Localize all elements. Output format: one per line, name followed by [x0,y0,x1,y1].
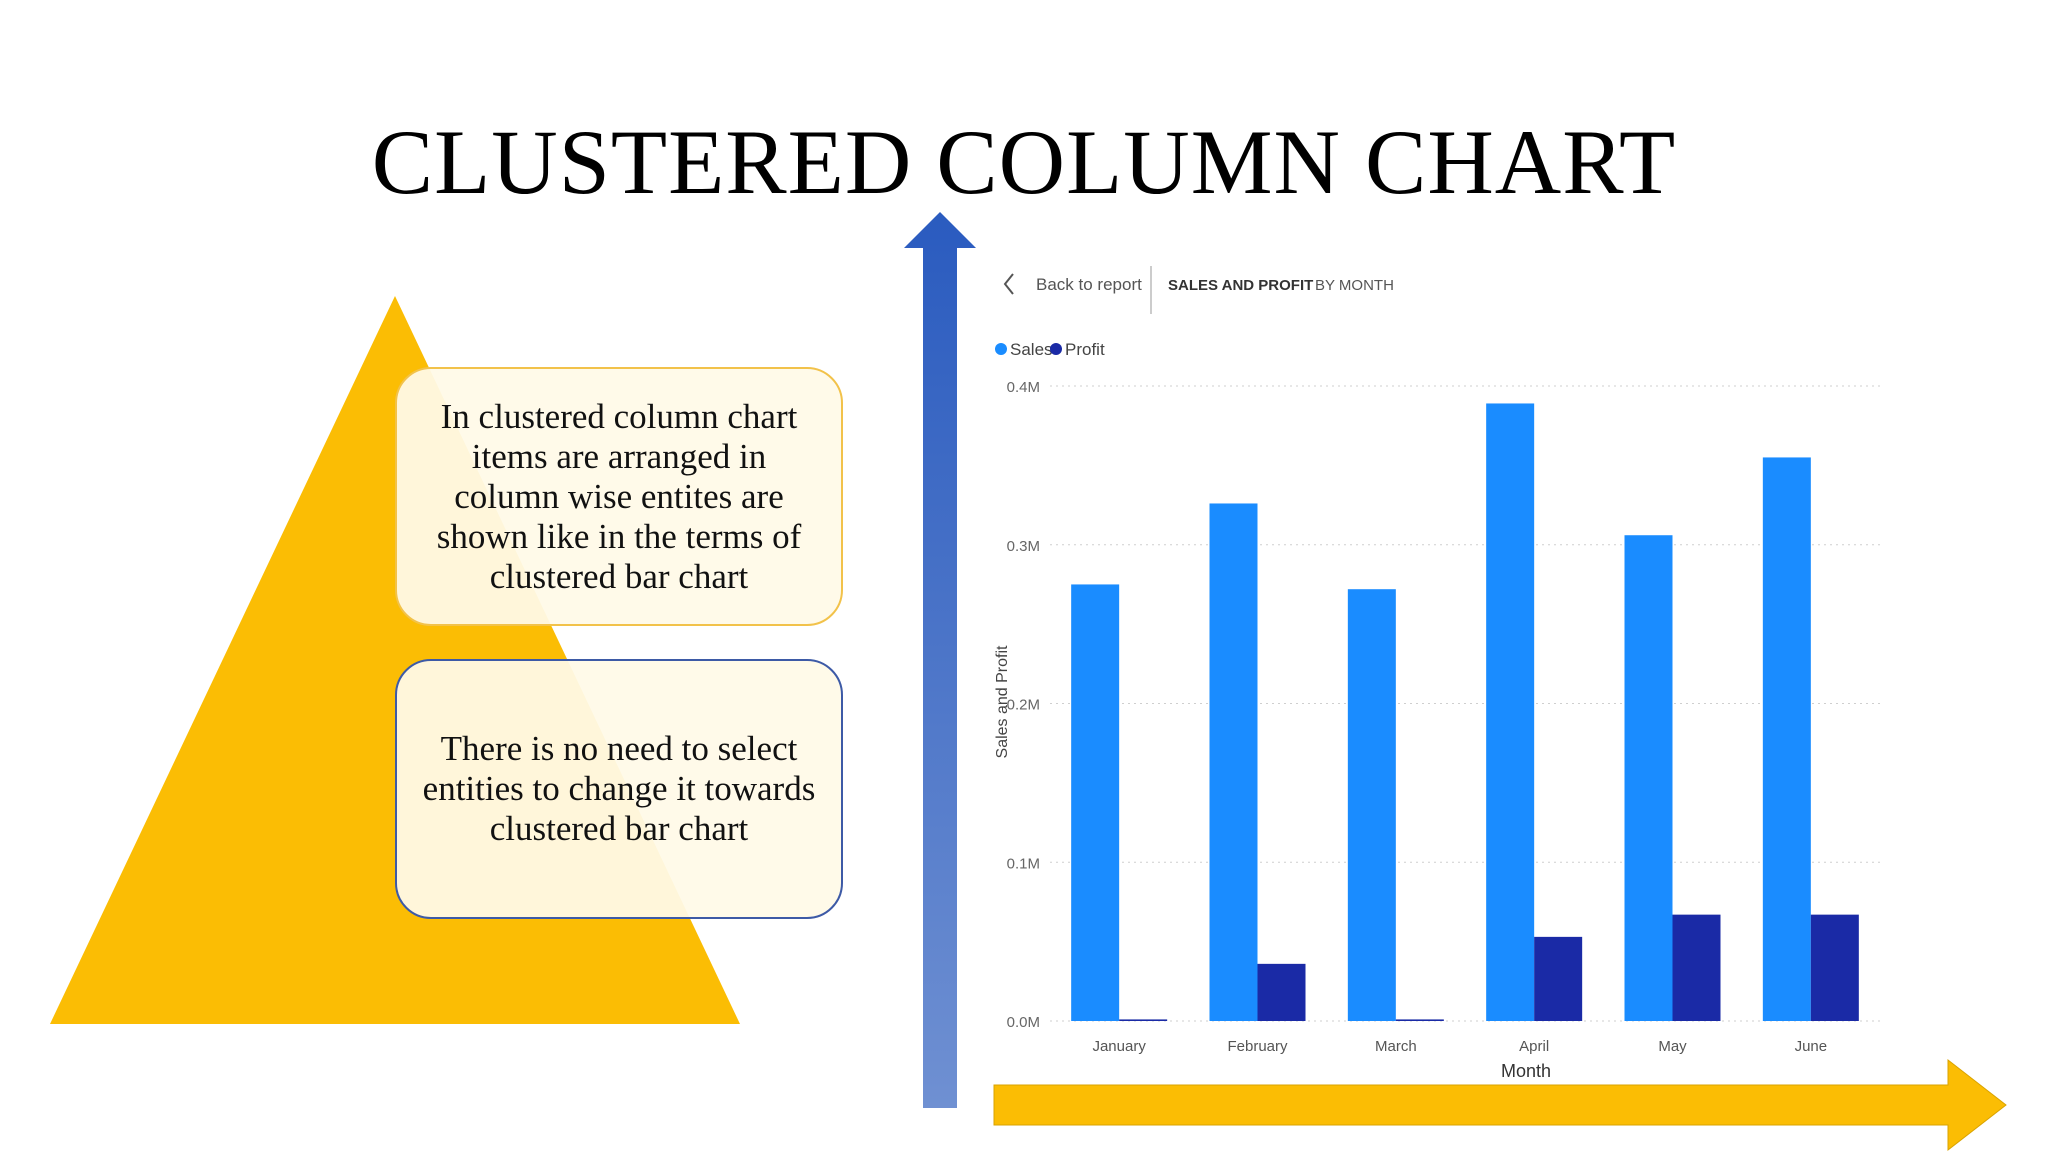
chart-bars [1071,403,1859,1022]
bar-profit-june[interactable] [1810,914,1859,1021]
y-tick-label: 0.0M [1007,1014,1040,1031]
bar-profit-january[interactable] [1119,1019,1168,1021]
bar-sales-may[interactable] [1624,535,1673,1021]
up-arrow-icon [904,212,976,1108]
bar-profit-february[interactable] [1257,963,1306,1021]
x-tick-label: May [1658,1038,1687,1055]
chart-legend: Sales Profit [995,340,1105,359]
bar-profit-march[interactable] [1395,1019,1444,1021]
chart-panel: Back to report SALES AND PROFIT BY MONTH… [990,246,2040,1106]
legend-label-profit: Profit [1065,340,1105,359]
y-tick-label: 0.4M [1007,379,1040,396]
x-tick-label: March [1375,1038,1417,1055]
x-tick-label: February [1227,1038,1288,1055]
x-axis: January February March April May June [1092,1038,1827,1055]
chart-gridlines [1050,385,1880,1022]
x-tick-label: January [1092,1038,1146,1055]
y-axis: 0.0M 0.1M 0.2M 0.3M 0.4M [1007,379,1040,1031]
legend-marker-sales [995,343,1007,355]
bar-sales-february[interactable] [1209,503,1258,1022]
bar-sales-march[interactable] [1347,589,1396,1021]
back-to-report-label: Back to report [1036,275,1142,294]
callout-no-selection: There is no need to select entities to c… [395,659,843,919]
bar-sales-june[interactable] [1762,457,1811,1021]
y-tick-label: 0.3M [1007,538,1040,555]
report-subheading: BY MONTH [1315,277,1394,294]
bar-profit-may[interactable] [1672,914,1721,1021]
y-axis-title: Sales and Profit [994,645,1011,759]
x-tick-label: June [1795,1038,1828,1055]
y-tick-label: 0.1M [1007,855,1040,872]
bar-sales-january[interactable] [1071,584,1120,1021]
back-to-report-button[interactable]: Back to report [1003,273,1142,295]
bar-profit-april[interactable] [1534,936,1583,1021]
chevron-left-icon [1003,273,1014,295]
slide-title: CLUSTERED COLUMN CHART [371,111,1677,213]
bar-sales-april[interactable] [1486,403,1535,1021]
legend-marker-profit [1050,343,1062,355]
right-arrow-icon [993,1058,2007,1152]
report-header: Back to report SALES AND PROFIT BY MONTH [1003,266,1394,314]
legend-label-sales: Sales [1010,340,1053,359]
x-axis-title: Month [1501,1061,1551,1081]
y-tick-label: 0.2M [1007,697,1040,714]
clustered-column-chart: Back to report SALES AND PROFIT BY MONTH… [994,266,1880,1081]
x-tick-label: April [1519,1038,1549,1055]
report-heading: SALES AND PROFIT [1168,277,1313,294]
callout-clustered-column: In clustered column chart items are arra… [395,367,843,626]
